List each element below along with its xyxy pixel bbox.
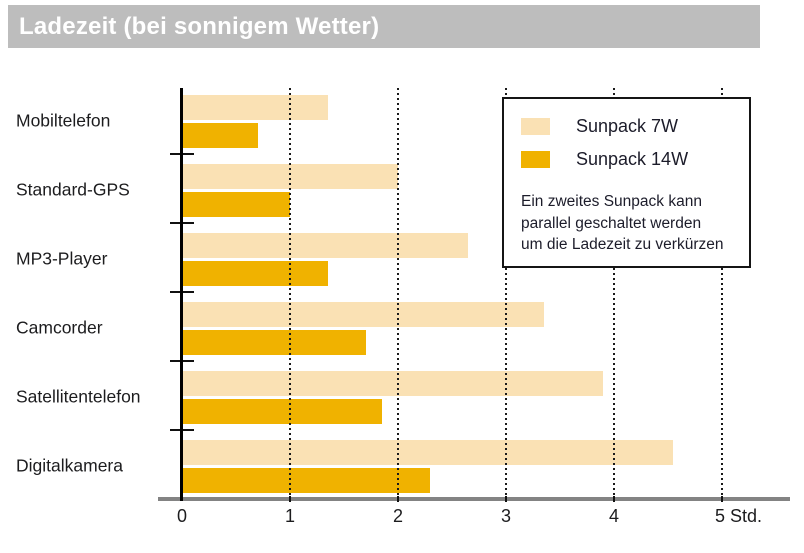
page-title: Ladezeit (bei sonnigem Wetter): [19, 12, 380, 40]
legend-note: Ein zweites Sunpack kann parallel geschal…: [521, 193, 724, 253]
gridline: [289, 88, 291, 497]
x-axis-tick-label: 2: [392, 506, 404, 526]
legend-box: Sunpack 7W Sunpack 14W Ein zweites Sunpack…: [502, 97, 751, 268]
bar-sunpack-14w: [182, 261, 328, 286]
bar-sunpack-14w: [182, 330, 366, 355]
gridline: [721, 88, 723, 497]
gridline: [613, 88, 615, 497]
x-axis-tick: [505, 496, 507, 502]
bar-sunpack-14w: [182, 192, 290, 217]
category-label: Standard-GPS: [16, 179, 130, 200]
legend-item-label: Sunpack 7W: [576, 115, 679, 136]
legend-swatch-7w: [521, 117, 550, 135]
legend-item: Sunpack 7W: [521, 115, 679, 136]
bar-sunpack-7w: [182, 371, 603, 396]
category-label: Mobiltelefon: [16, 110, 111, 131]
x-axis-tick: [721, 496, 723, 502]
category-label: Camcorder: [16, 317, 103, 338]
x-axis-tick-label: 0: [176, 506, 188, 526]
bar-sunpack-7w: [182, 302, 544, 327]
category-label: MP3-Player: [16, 248, 108, 269]
x-axis-tick-label: 5 Std.: [715, 506, 763, 526]
x-axis-line: [158, 497, 790, 501]
chart-title-bar: Ladezeit (bei sonnigem Wetter): [8, 5, 760, 48]
bar-sunpack-7w: [182, 233, 468, 258]
legend-item: Sunpack 14W: [521, 148, 689, 169]
x-axis-tick-label: 1: [284, 506, 296, 526]
category-label: Satellitentelefon: [16, 386, 141, 407]
gridline: [505, 88, 507, 497]
x-axis-tick-label: 4: [608, 506, 620, 526]
bar-sunpack-14w: [182, 123, 258, 148]
y-axis-line: [180, 88, 183, 501]
bar-sunpack-7w: [182, 440, 673, 465]
bar-sunpack-14w: [182, 399, 382, 424]
bar-sunpack-14w: [182, 468, 430, 493]
gridline: [397, 88, 399, 497]
legend-swatch-14w: [521, 150, 550, 168]
category-label: Digitalkamera: [16, 455, 123, 476]
x-axis-tick: [397, 496, 399, 502]
x-axis-tick: [613, 496, 615, 502]
legend-item-label: Sunpack 14W: [576, 148, 689, 169]
x-axis-tick: [289, 496, 291, 502]
bar-sunpack-7w: [182, 95, 328, 120]
x-axis-tick-label: 3: [500, 506, 512, 526]
